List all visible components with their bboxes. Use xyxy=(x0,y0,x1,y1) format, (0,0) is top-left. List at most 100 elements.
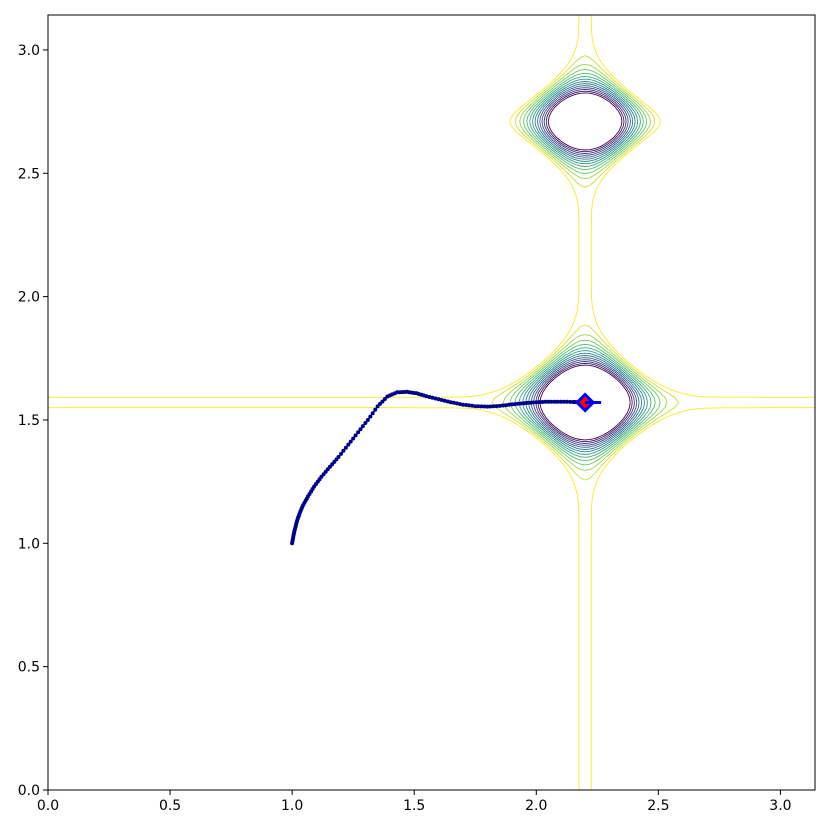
trajectory-point xyxy=(461,402,465,407)
trajectory-point xyxy=(476,404,481,409)
trajectory-point xyxy=(430,395,435,400)
contour-level-1 xyxy=(537,90,633,443)
y-tick-label: 0.0 xyxy=(18,783,40,799)
trajectory-point xyxy=(433,396,438,401)
trajectory-point xyxy=(485,404,490,409)
trajectory-point xyxy=(503,403,508,408)
trajectory-point xyxy=(509,402,514,407)
x-tick-label: 2.0 xyxy=(525,798,547,814)
trajectory-point xyxy=(543,399,548,404)
y-axis: 0.0 0.5 1.0 1.5 2.0 2.5 3.0 xyxy=(18,43,48,799)
trajectory-point xyxy=(339,451,343,456)
trajectory-point xyxy=(567,399,572,404)
trajectory-point xyxy=(382,397,387,401)
trajectory-point xyxy=(427,395,432,399)
trajectory-point xyxy=(546,399,551,404)
contour-level-5 xyxy=(528,83,643,450)
trajectory-point xyxy=(506,402,511,407)
trajectory-point xyxy=(525,400,530,405)
trajectory-point xyxy=(451,400,456,405)
trajectory-point xyxy=(442,398,447,403)
contour-lines xyxy=(48,15,815,790)
y-tick-label: 2.5 xyxy=(18,166,40,182)
trajectory-point xyxy=(516,401,520,406)
trajectory-point xyxy=(464,403,469,407)
trajectory-point xyxy=(368,414,373,419)
plot-frame xyxy=(47,14,816,791)
trajectory-point xyxy=(448,400,453,405)
trajectory-point xyxy=(356,430,361,435)
trajectory-point xyxy=(482,404,487,409)
trajectory-point xyxy=(380,399,385,404)
trajectory-point xyxy=(497,403,502,408)
trajectory-point xyxy=(473,404,478,409)
y-tick-label: 3.0 xyxy=(18,43,40,59)
trajectory-point xyxy=(564,399,569,404)
trajectory-point xyxy=(528,400,533,405)
trajectory-point xyxy=(375,404,380,409)
x-axis: 0.0 0.5 1.0 1.5 2.0 2.5 3.0 xyxy=(37,790,792,814)
contour-level-12 xyxy=(491,55,680,481)
contour-level-0 xyxy=(539,92,631,441)
contour-level-9 xyxy=(514,72,656,462)
y-tick-label: 1.0 xyxy=(18,536,40,552)
trajectory-point xyxy=(351,436,356,441)
trajectory-point xyxy=(454,401,459,406)
trajectory-point xyxy=(512,402,517,407)
trajectory-point xyxy=(439,398,444,402)
trajectory-point xyxy=(531,400,536,405)
contour-level-10 xyxy=(509,69,661,466)
trajectory-point xyxy=(540,400,545,404)
trajectory-point xyxy=(555,399,560,404)
trajectory-point xyxy=(365,418,370,422)
trajectory-point xyxy=(500,403,505,408)
trajectory-point xyxy=(353,433,358,438)
contour-level-2 xyxy=(535,88,635,444)
trajectory-point xyxy=(552,399,557,404)
y-tick-label: 1.5 xyxy=(18,413,40,429)
trajectory-point xyxy=(561,399,566,404)
trajectory-point xyxy=(558,399,563,404)
x-tick-label: 0.0 xyxy=(37,798,59,814)
contour-level-4 xyxy=(530,85,640,448)
trajectory-point xyxy=(348,439,353,444)
trajectory-point xyxy=(522,401,527,406)
y-tick-label: 2.0 xyxy=(18,290,40,306)
y-tick-label: 0.5 xyxy=(18,660,40,676)
x-tick-label: 3.0 xyxy=(769,798,791,814)
trajectory-point xyxy=(360,424,365,429)
trajectory-point xyxy=(549,399,554,404)
trajectory-point xyxy=(470,403,475,408)
trajectory-point xyxy=(537,400,542,405)
contour-level-11 xyxy=(502,63,668,471)
trajectory-point xyxy=(378,401,382,406)
contour-level-3 xyxy=(533,87,638,446)
trajectory-point xyxy=(341,448,346,453)
trajectory-point xyxy=(467,403,472,408)
trajectory-point xyxy=(445,399,450,404)
optimum-markers xyxy=(574,392,602,413)
trajectory-point xyxy=(534,400,539,405)
trajectory-point xyxy=(363,421,368,425)
trajectory-point xyxy=(458,402,462,407)
x-tick-label: 1.0 xyxy=(281,798,303,814)
trajectory-point xyxy=(494,404,499,409)
trajectory-point xyxy=(519,401,523,406)
trajectory-point xyxy=(488,404,493,409)
trajectory-point xyxy=(479,404,484,409)
trajectory-point xyxy=(424,394,429,399)
contour-level-8 xyxy=(518,75,652,458)
trajectory-point xyxy=(336,455,341,459)
trajectory-point xyxy=(436,397,441,402)
x-tick-label: 2.5 xyxy=(647,798,669,814)
trajectory-point xyxy=(358,427,363,432)
contour-level-6 xyxy=(525,81,645,453)
contour-level-13 xyxy=(48,15,815,790)
trajectory-point xyxy=(491,404,496,409)
trajectory-point xyxy=(370,411,375,416)
x-tick-label: 1.5 xyxy=(403,798,425,814)
trajectory-point xyxy=(346,442,351,447)
trajectory-point xyxy=(373,407,378,412)
